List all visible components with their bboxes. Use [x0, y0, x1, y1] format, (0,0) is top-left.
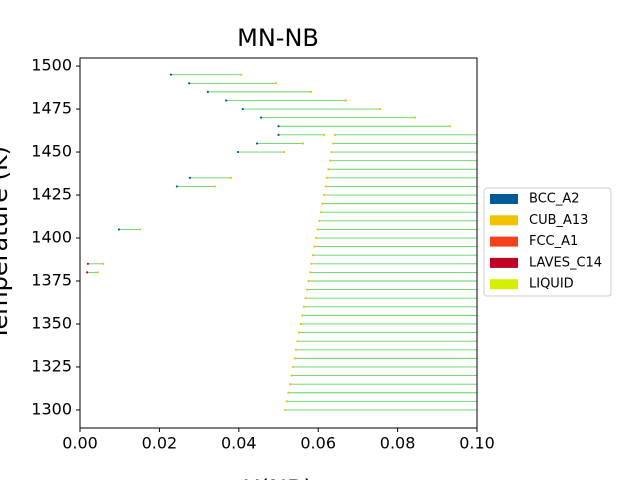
- right-point: [323, 133, 326, 136]
- left-point: [86, 262, 90, 265]
- x-axis-label: X(NB): [243, 475, 313, 480]
- left-point: [224, 99, 228, 102]
- y-tick-label: 1400: [31, 228, 72, 247]
- left-point: [323, 193, 326, 197]
- left-point: [117, 228, 121, 231]
- left-point: [284, 408, 287, 412]
- y-tick-label: 1500: [31, 56, 72, 75]
- right-point: [413, 116, 417, 119]
- left-point: [236, 150, 240, 154]
- left-point: [319, 211, 323, 214]
- y-tick-label: 1300: [31, 399, 72, 418]
- x-tick-label: 0.02: [142, 434, 178, 453]
- x-tick-label: 0.04: [221, 434, 257, 453]
- left-point: [293, 357, 296, 360]
- left-point: [327, 168, 330, 171]
- legend-swatch: [490, 215, 518, 226]
- left-point: [296, 340, 299, 343]
- legend-label: BCC_A2: [529, 192, 580, 207]
- left-point: [329, 159, 332, 162]
- left-point: [175, 185, 178, 188]
- legend-swatch: [490, 257, 518, 268]
- legend-swatch: [490, 194, 518, 204]
- right-point: [448, 125, 452, 128]
- left-point: [288, 383, 292, 386]
- left-point: [310, 262, 313, 265]
- left-point: [316, 228, 319, 231]
- left-point: [302, 305, 306, 308]
- left-point: [241, 107, 244, 111]
- left-point: [321, 202, 324, 205]
- left-point: [332, 142, 335, 145]
- left-point: [290, 374, 293, 377]
- y-tick-label: 1425: [31, 185, 72, 204]
- right-point: [379, 107, 382, 111]
- legend-label: FCC_A1: [529, 234, 578, 249]
- legend-swatch: [490, 279, 518, 290]
- left-point: [304, 297, 307, 300]
- right-point: [101, 262, 105, 265]
- left-point: [313, 245, 316, 248]
- left-point: [255, 142, 259, 145]
- y-tick-label: 1350: [31, 313, 72, 332]
- left-point: [277, 125, 280, 128]
- x-tick-label: 0.08: [380, 434, 416, 453]
- left-point: [315, 236, 318, 240]
- right-point: [344, 99, 348, 102]
- y-axis-label: Temperature (K): [0, 146, 13, 341]
- left-point: [206, 90, 209, 93]
- legend-box: [483, 187, 612, 297]
- plot-frame: [79, 57, 478, 429]
- right-point: [302, 142, 305, 145]
- right-point: [138, 228, 142, 231]
- legend-label: LIQUID: [529, 277, 574, 292]
- left-point: [301, 314, 304, 317]
- legend-label: CUB_A13: [529, 213, 588, 228]
- left-point: [188, 176, 192, 179]
- left-point: [298, 331, 301, 334]
- y-tick-label: 1450: [31, 142, 72, 161]
- right-point: [96, 271, 99, 274]
- left-point: [285, 400, 288, 403]
- left-point: [292, 365, 295, 369]
- y-tick-label: 1475: [31, 99, 72, 118]
- left-point: [309, 271, 312, 274]
- left-point: [307, 279, 310, 283]
- left-point: [294, 348, 298, 351]
- left-point: [305, 288, 309, 291]
- left-point: [299, 322, 302, 326]
- y-tick-label: 1325: [31, 356, 72, 375]
- left-point: [325, 176, 329, 179]
- left-point: [188, 82, 191, 85]
- right-point: [275, 82, 278, 85]
- left-point: [169, 73, 173, 76]
- left-point: [259, 116, 263, 119]
- x-tick-label: 0.06: [300, 434, 336, 453]
- legend-label: LAVES_C14: [529, 255, 602, 270]
- right-point: [213, 185, 217, 188]
- y-tick-label: 1375: [31, 270, 72, 289]
- left-point: [277, 133, 280, 136]
- x-tick-label: 0.00: [62, 434, 98, 453]
- left-point: [333, 133, 336, 136]
- left-point: [86, 271, 89, 274]
- right-point: [240, 73, 243, 76]
- legend-swatch: [490, 236, 518, 247]
- right-point: [229, 176, 232, 179]
- x-tick-label: 0.10: [459, 434, 495, 453]
- chart-title: MN-NB: [237, 24, 319, 52]
- left-point: [324, 185, 327, 188]
- right-point: [309, 90, 313, 93]
- left-point: [330, 150, 333, 154]
- right-point: [282, 150, 286, 154]
- left-point: [311, 254, 315, 257]
- left-point: [318, 219, 321, 222]
- left-point: [287, 391, 290, 394]
